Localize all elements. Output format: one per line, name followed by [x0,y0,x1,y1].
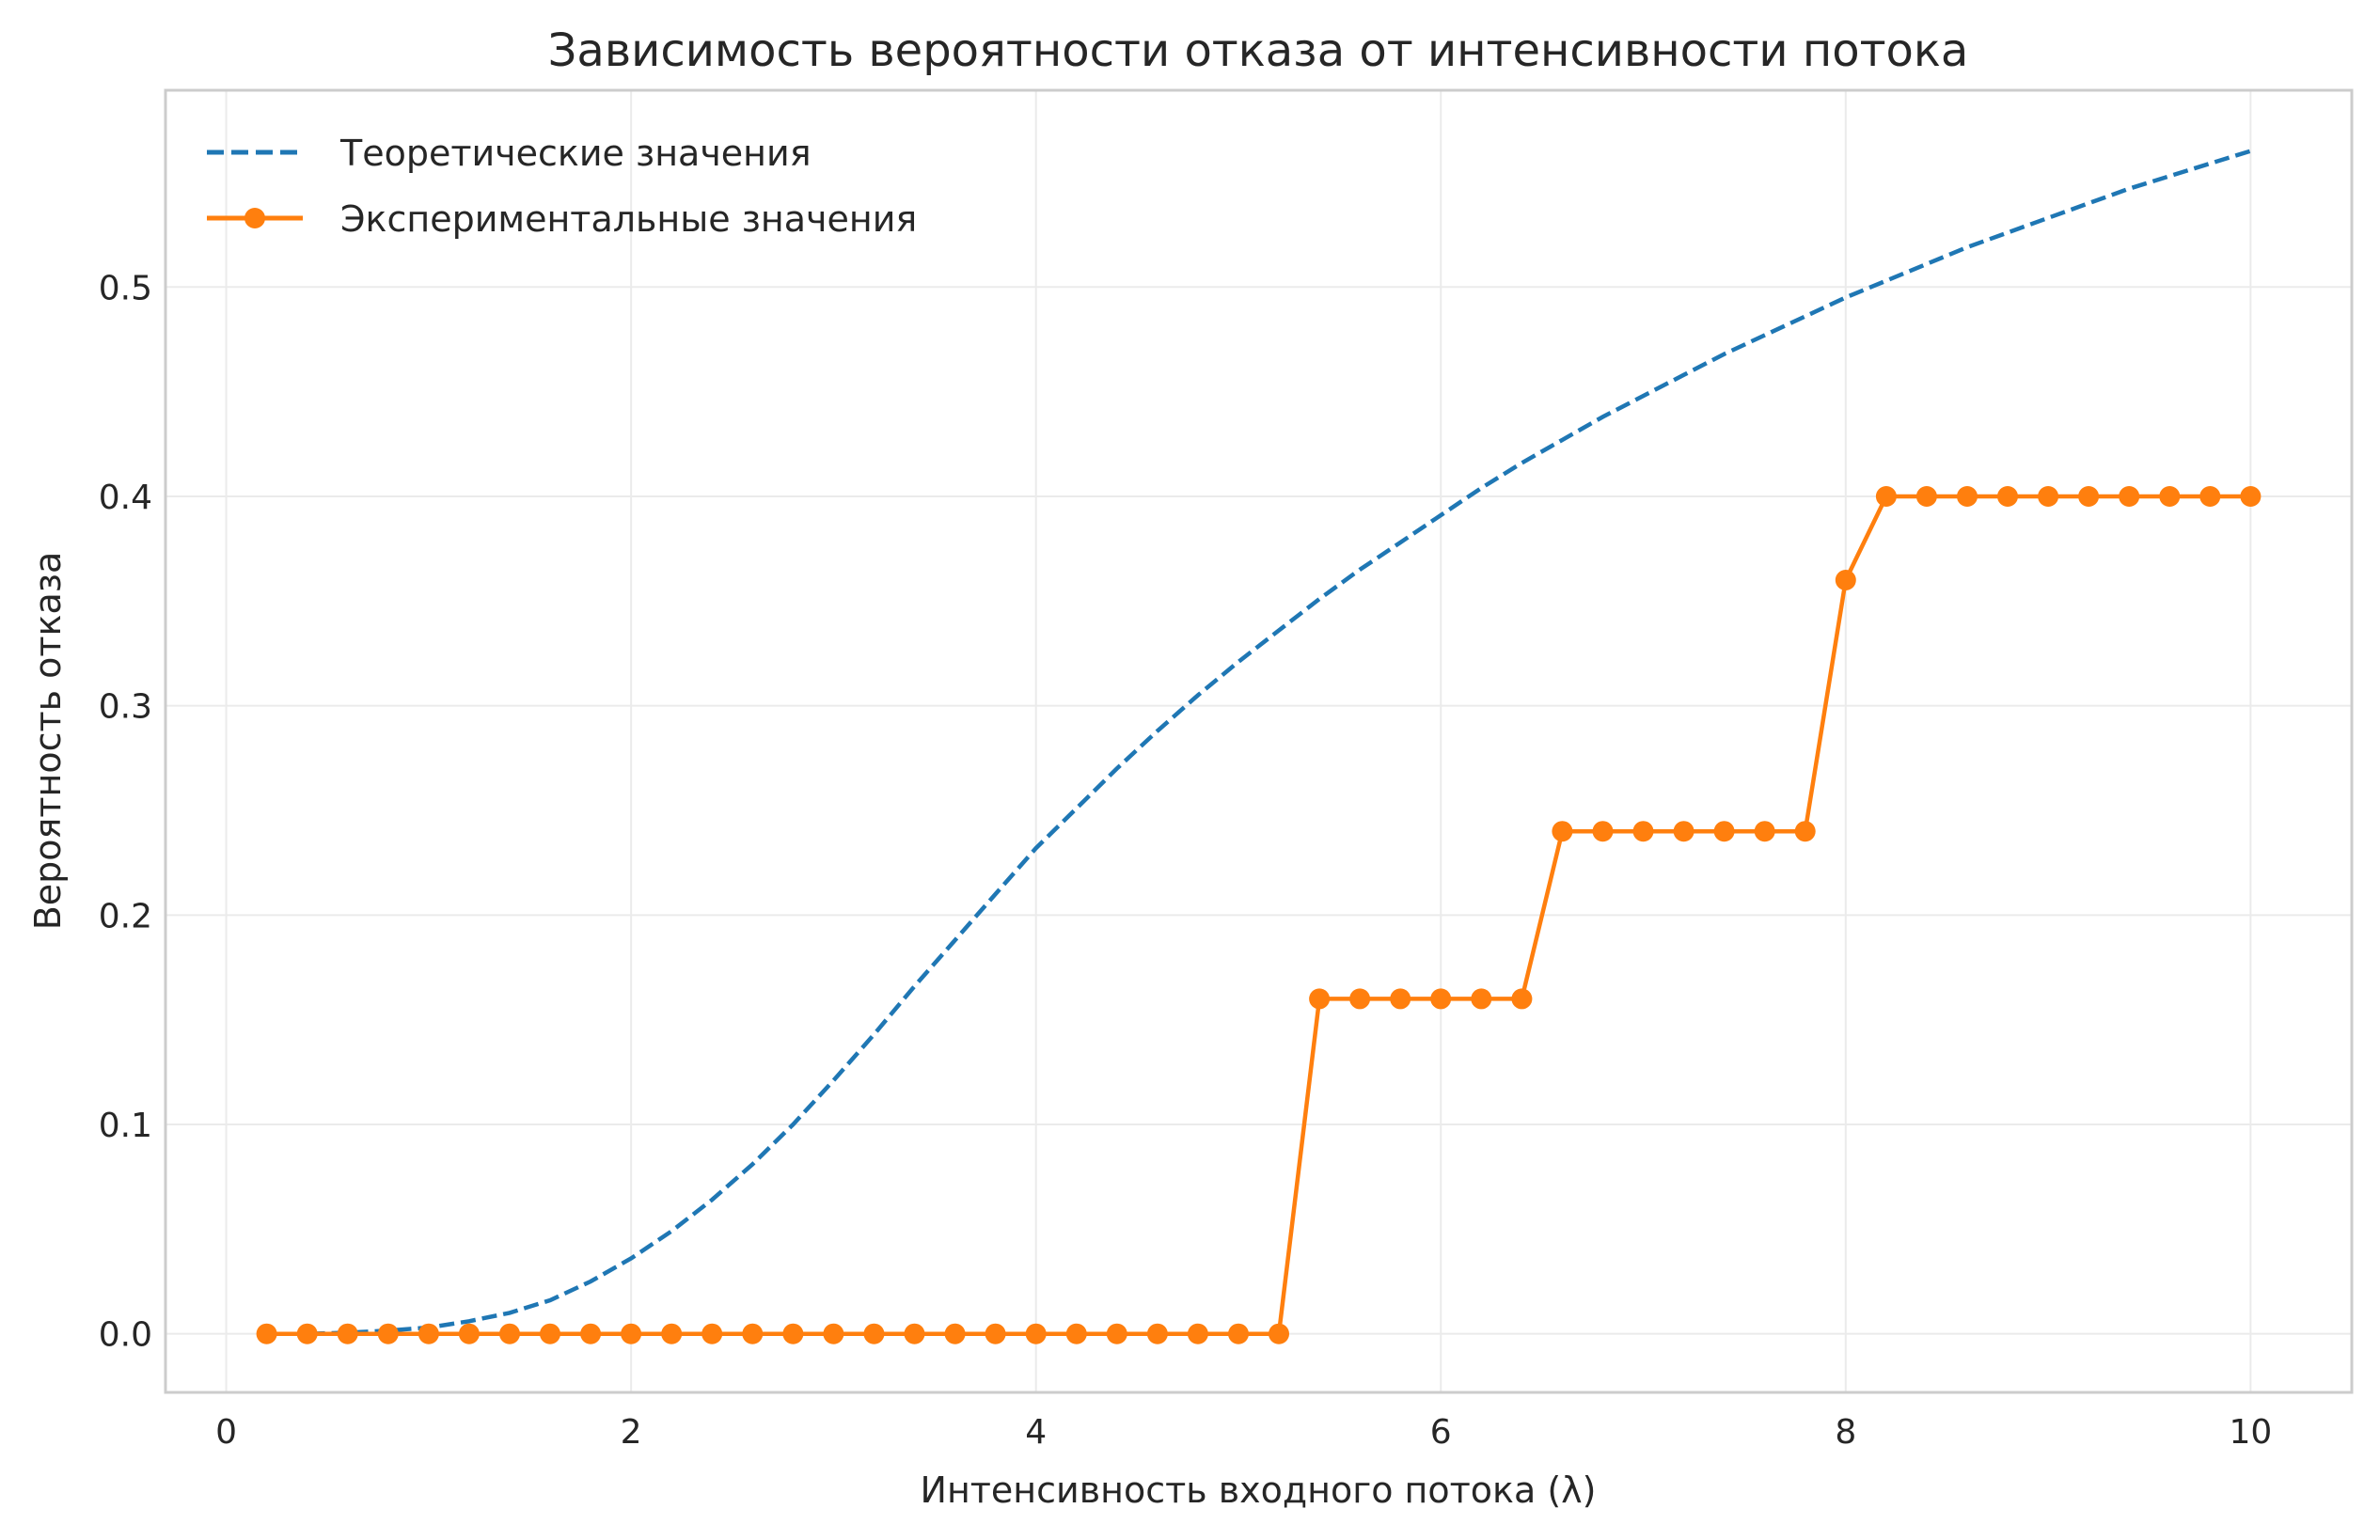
experimental-point [1835,570,1856,590]
experimental-point [2240,486,2262,507]
experimental-point [742,1323,764,1344]
experimental-point [985,1323,1006,1344]
series-line-theoretical [266,149,2252,1336]
y-tick-label: 0.1 [99,1107,152,1145]
experimental-point [621,1323,642,1344]
experimental-point [499,1323,520,1344]
y-tick-label: 0.2 [99,897,152,935]
experimental-point [1187,1323,1208,1344]
x-tick-label: 8 [1835,1413,1856,1452]
experimental-point [580,1323,602,1344]
tick-layer: 0 2 4 6 8 10 0.0 0.1 0.2 0.3 0.4 0.5 [99,269,2273,1452]
x-tick-label: 2 [621,1413,642,1452]
experimental-point [2078,486,2100,507]
experimental-point [1471,988,1492,1010]
experimental-point [1025,1323,1047,1344]
y-tick-label: 0.4 [99,479,152,517]
experimental-point [904,1323,925,1344]
experimental-point [540,1323,560,1344]
x-axis-label: Интенсивность входного потока (λ) [921,1469,1597,1511]
experimental-point [1269,1323,1289,1344]
legend-marker-experimental [244,208,265,228]
experimental-point [782,1323,804,1344]
experimental-point [2159,486,2181,507]
y-axis-label: Вероятность отказа [27,552,69,931]
experimental-point [1390,988,1411,1010]
experimental-point [1349,988,1371,1010]
experimental-point [823,1323,844,1344]
legend-label-theoretical: Теоретические значения [339,133,812,174]
experimental-point [944,1323,966,1344]
experimental-point [1915,486,1937,507]
experimental-point [1228,1323,1249,1344]
x-tick-label: 0 [215,1413,237,1452]
x-tick-label: 6 [1430,1413,1452,1452]
experimental-point [1957,486,1978,507]
experimental-point [1794,821,1816,842]
experimental-point [1430,988,1452,1010]
y-tick-label: 0.0 [99,1316,152,1355]
experimental-point [1673,821,1694,842]
chart-title: Зависимость вероятности отказа от интенс… [548,24,1969,77]
legend-label-experimental: Экспериментальные значения [340,198,917,240]
experimental-point [1754,821,1775,842]
series-layer [256,149,2262,1344]
experimental-point [863,1323,885,1344]
experimental-point [1592,821,1614,842]
experimental-point [2038,486,2059,507]
x-tick-label: 4 [1025,1413,1047,1452]
experimental-point [2199,486,2221,507]
experimental-point [377,1323,399,1344]
experimental-point [1875,486,1897,507]
experimental-point [1713,821,1735,842]
experimental-point [418,1323,439,1344]
experimental-point [701,1323,723,1344]
experimental-point [296,1323,318,1344]
experimental-point [2119,486,2140,507]
plot-frame [164,88,2354,1394]
experimental-point [1552,821,1573,842]
experimental-point [1511,988,1533,1010]
x-tick-label: 10 [2229,1413,2272,1452]
experimental-point [1309,988,1331,1010]
experimental-point [1997,486,2018,507]
experimental-point [1106,1323,1127,1344]
experimental-point [1146,1323,1168,1344]
experimental-point [1632,821,1654,842]
y-tick-label: 0.3 [99,688,152,727]
experimental-point [458,1323,480,1344]
experimental-point [337,1323,358,1344]
y-tick-label: 0.5 [99,269,152,307]
legend: Теоретические значения Экспериментальные… [207,133,917,240]
experimental-point [1065,1323,1087,1344]
experimental-point [661,1323,683,1344]
experimental-point [256,1323,277,1344]
